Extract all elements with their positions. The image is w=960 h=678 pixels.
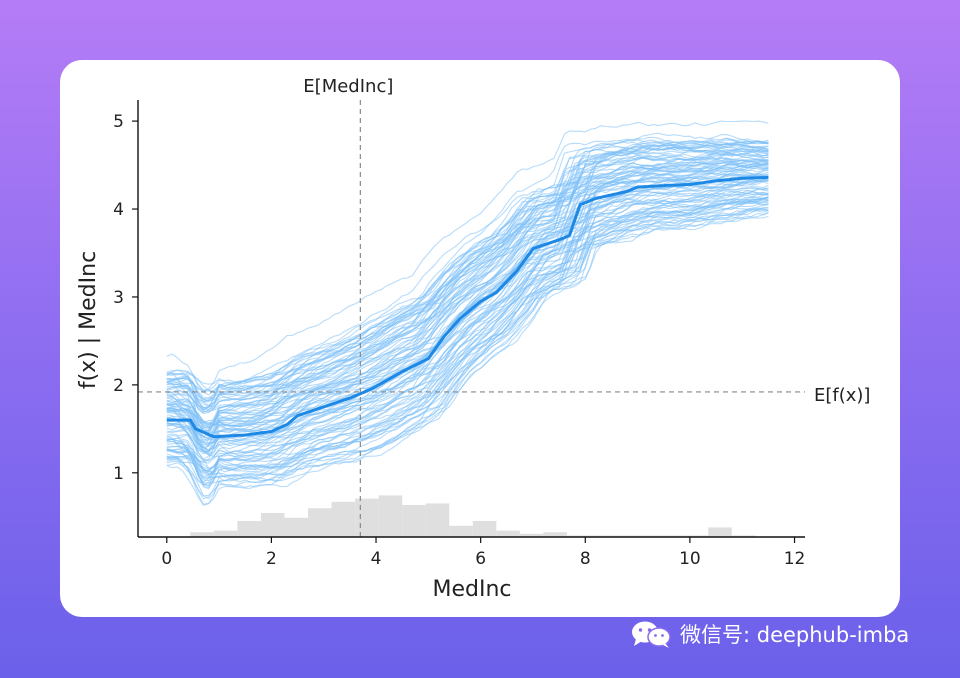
ice-line [166,202,769,490]
x-tick-label: 6 [475,549,486,569]
y-tick-label: 1 [113,464,124,484]
ice-line [166,151,769,412]
ice-line [166,157,769,432]
hist-bar [472,521,497,537]
hist-bar [614,535,638,537]
hist-bar [543,532,567,537]
watermark: 微信号: deephub-imba [630,618,909,650]
hist-bar [519,533,544,537]
histogram [190,495,756,537]
wechat-icon [632,621,671,648]
ice-line [166,162,769,441]
ice-line [166,144,769,415]
y-tick-label: 5 [113,112,124,132]
mean-line [166,175,769,439]
ice-line [166,156,769,433]
ice-line [166,143,769,402]
ice-line [166,198,769,476]
ice-line [166,139,769,402]
x-tick-label: 2 [266,549,277,569]
ice-line [166,208,769,478]
ice-line [166,136,769,411]
hist-bar [661,535,685,537]
ice-line [166,186,769,462]
ice-line [166,169,769,455]
hist-bar [355,498,379,537]
hist-bar [190,532,214,537]
ice-line [166,188,769,456]
hist-bar [496,530,520,537]
x-tick-label: 8 [580,549,591,569]
ice-line [166,190,769,463]
axes [137,100,805,538]
hist-bar [378,495,403,537]
hist-bar [566,535,591,537]
x-tick-label: 12 [784,549,806,569]
hist-bar [449,525,473,537]
hist-bar [284,517,309,537]
hist-bar [402,505,426,537]
vline-label: E[MedInc] [303,76,393,97]
ice-line [166,156,769,429]
ice-line [166,159,769,424]
hist-bar [308,508,332,537]
ice-line [166,139,769,385]
y-axis-label: f(x) | MedInc [76,251,101,389]
y-tick-label: 4 [113,200,124,220]
ice-line [166,120,769,391]
ice-line [166,177,769,453]
hist-bar [637,535,662,537]
ice-line [166,192,769,478]
hist-bar [213,530,238,537]
reference-lines [138,100,805,537]
ice-line [166,211,769,483]
hline-label: E[f(x)] [814,385,870,406]
y-tick-label: 3 [113,288,124,308]
hist-bar [590,535,615,537]
hist-bar [331,501,356,537]
hist-bar [237,521,261,537]
ice-line [166,183,769,455]
ice-line [166,201,769,472]
y-tick-label: 2 [113,376,124,396]
hist-bar [260,513,285,537]
hist-bar [684,535,709,537]
hist-bar [708,527,732,537]
x-tick-label: 4 [371,549,382,569]
ice-line [166,145,769,409]
ice-line [166,198,769,480]
mean-line-group [166,175,769,439]
x-tick-label: 0 [161,549,172,569]
x-tick-label: 10 [679,549,701,569]
x-axis-label: MedInc [432,577,511,602]
ice-line [166,167,769,428]
hist-bar [425,503,450,537]
ice-line [166,158,769,429]
ice-line [166,163,769,452]
hist-bar [731,535,756,537]
ice-line [166,197,769,473]
watermark-text: 微信号: deephub-imba [680,623,910,647]
ice-line [166,199,769,500]
